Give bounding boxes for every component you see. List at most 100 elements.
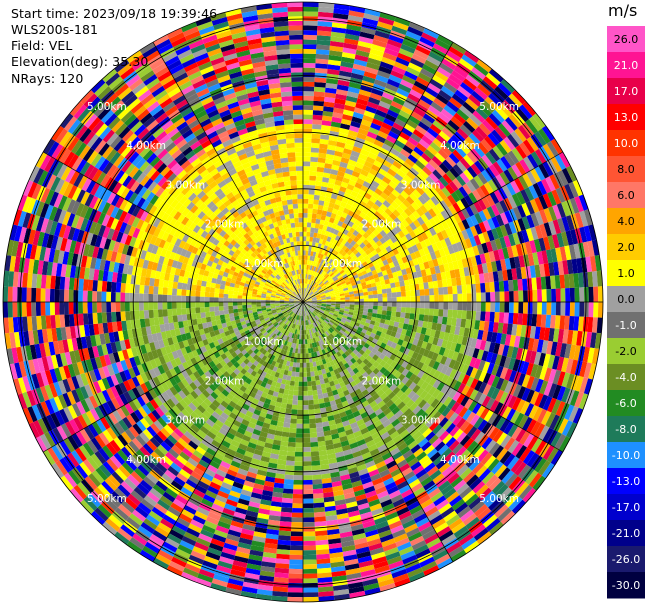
velocity-gate [363, 110, 376, 119]
velocity-gate [402, 39, 418, 50]
velocity-gate [566, 259, 574, 275]
velocity-gate [582, 241, 590, 258]
velocity-gate [531, 151, 543, 167]
velocity-gate [318, 200, 325, 206]
velocity-gate [371, 180, 380, 188]
velocity-gate [343, 104, 356, 112]
velocity-gate [532, 289, 538, 302]
velocity-gate [320, 214, 327, 221]
velocity-gate [345, 188, 353, 195]
velocity-gate [386, 231, 394, 239]
velocity-gate [559, 343, 567, 358]
velocity-gate [394, 281, 401, 288]
velocity-gate [363, 71, 377, 80]
velocity-gate [392, 21, 409, 31]
velocity-gate [410, 302, 416, 308]
velocity-gate [429, 141, 441, 153]
velocity-gate [424, 229, 433, 239]
velocity-gate [303, 484, 313, 490]
velocity-gate [316, 257, 320, 263]
velocity-gate [361, 317, 367, 323]
velocity-gate [533, 351, 542, 366]
velocity-gate [421, 255, 428, 263]
velocity-gate [303, 39, 317, 45]
velocity-gate [303, 475, 313, 481]
velocity-gate [367, 312, 373, 317]
velocity-gate [312, 390, 318, 396]
velocity-gate [303, 105, 314, 111]
velocity-gate [441, 127, 454, 139]
velocity-gate [304, 264, 307, 270]
velocity-gate [453, 223, 462, 234]
velocity-gate [333, 107, 344, 114]
velocity-gate [414, 250, 422, 259]
velocity-gate [295, 447, 303, 452]
velocity-gate [303, 493, 314, 499]
velocity-gate [307, 208, 313, 214]
velocity-gate [414, 264, 421, 272]
velocity-gate [285, 465, 295, 471]
velocity-gate [343, 266, 349, 272]
velocity-gate [418, 333, 426, 342]
velocity-gate [338, 276, 344, 281]
velocity-gate [406, 66, 420, 77]
velocity-gate [445, 340, 453, 350]
velocity-gate [345, 304, 350, 307]
velocity-gate [407, 246, 415, 255]
velocity-gate [329, 45, 344, 52]
velocity-gate [452, 260, 459, 270]
velocity-gate [390, 266, 397, 273]
velocity-gate [427, 260, 435, 268]
velocity-gate [449, 225, 458, 236]
velocity-gate [286, 399, 293, 405]
velocity-gate [388, 130, 400, 140]
velocity-gate [480, 138, 493, 152]
velocity-gate [513, 290, 519, 302]
velocity-gate [291, 409, 298, 415]
velocity-gate [504, 302, 510, 313]
velocity-gate [330, 273, 336, 279]
velocity-gate [317, 287, 322, 291]
velocity-gate [378, 244, 386, 251]
velocity-gate [495, 226, 504, 239]
velocity-gate [477, 329, 484, 340]
velocity-gate [347, 86, 360, 94]
velocity-gate [519, 142, 531, 157]
velocity-gate [415, 159, 426, 170]
velocity-gate [491, 176, 502, 190]
velocity-gate [331, 267, 337, 273]
velocity-gate [303, 198, 309, 204]
velocity-gate [358, 222, 365, 230]
velocity-gate [382, 188, 392, 197]
velocity-gate [579, 361, 588, 378]
velocity-gate [391, 306, 397, 312]
velocity-gate [355, 251, 362, 258]
velocity-gate [420, 231, 429, 241]
velocity-gate [321, 305, 326, 309]
velocity-gate [552, 219, 562, 235]
velocity-gate [444, 123, 457, 135]
velocity-gate [367, 57, 382, 66]
velocity-gate [449, 325, 456, 335]
velocity-gate [388, 105, 401, 115]
velocity-gate [416, 234, 425, 243]
velocity-gate [518, 302, 524, 314]
velocity-gate [400, 285, 406, 292]
velocity-gate [498, 103, 512, 117]
velocity-gate [534, 197, 544, 212]
velocity-gate [343, 289, 349, 294]
velocity-gate [557, 170, 569, 186]
velocity-gate [340, 61, 354, 69]
velocity-gate [377, 130, 389, 140]
velocity-gate [295, 437, 303, 443]
velocity-gate [428, 185, 438, 196]
velocity-gate [400, 178, 410, 187]
velocity-gate [443, 104, 457, 117]
velocity-gate [529, 326, 537, 339]
velocity-gate [490, 239, 498, 251]
velocity-gate [348, 288, 354, 293]
velocity-gate [431, 322, 438, 331]
velocity-gate [347, 19, 363, 27]
velocity-gate [324, 281, 330, 286]
velocity-gate [304, 278, 306, 284]
